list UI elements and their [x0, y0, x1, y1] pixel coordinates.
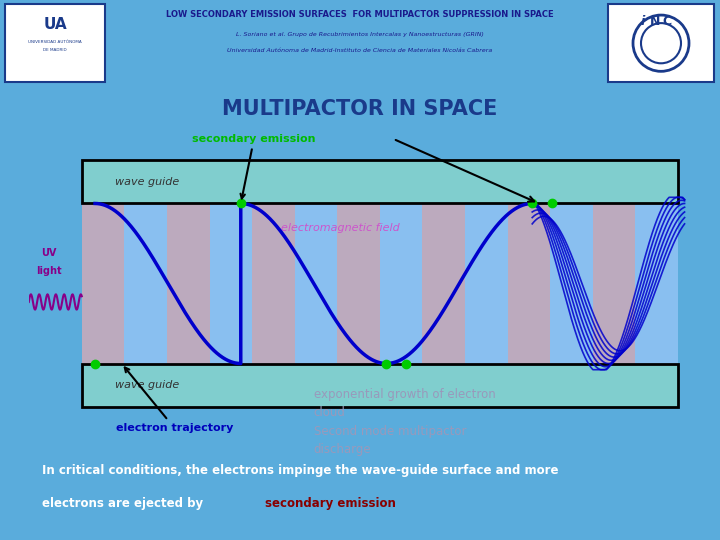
Bar [465, 204, 508, 363]
Text: N: N [650, 15, 660, 28]
Bar [635, 204, 678, 363]
Bar [294, 204, 337, 363]
Text: In critical conditions, the electrons impinge the wave-guide surface and more: In critical conditions, the electrons im… [42, 464, 559, 477]
Text: light: light [36, 266, 61, 276]
Text: LOW SECONDARY EMISSION SURFACES  FOR MULTIPACTOR SUPPRESSION IN SPACE: LOW SECONDARY EMISSION SURFACES FOR MULT… [166, 10, 554, 18]
Bar [82, 363, 678, 407]
Text: Second mode multipactor: Second mode multipactor [314, 425, 466, 438]
Text: wave guide: wave guide [115, 177, 179, 187]
Bar [550, 204, 593, 363]
Bar [167, 204, 210, 363]
Bar [82, 160, 678, 204]
Text: exponential growth of electron: exponential growth of electron [314, 388, 495, 401]
Text: wave guide: wave guide [115, 380, 179, 390]
Text: discharge: discharge [314, 443, 372, 456]
Bar [593, 204, 635, 363]
Bar [508, 204, 550, 363]
Text: secondary emission: secondary emission [265, 497, 396, 510]
Text: i: i [641, 15, 645, 28]
Bar [210, 204, 252, 363]
Bar [608, 4, 714, 83]
Bar [423, 204, 465, 363]
Text: secondary emission: secondary emission [192, 134, 316, 199]
Bar [82, 204, 125, 363]
Text: UV: UV [41, 248, 56, 258]
Text: L. Soriano et al. Grupo de Recubrimientos Intercalas y Nanoestructuras (GRIN): L. Soriano et al. Grupo de Recubrimiento… [236, 32, 484, 37]
Text: Universidad Autónoma de Madrid-Instituto de Ciencia de Materiales Nicolás Cabrer: Universidad Autónoma de Madrid-Instituto… [228, 48, 492, 53]
Text: UA: UA [43, 17, 67, 32]
Text: electron trajectory: electron trajectory [116, 368, 233, 433]
Bar [5, 4, 105, 83]
Text: MULTIPACTOR IN SPACE: MULTIPACTOR IN SPACE [222, 99, 498, 119]
Text: UNIVERSIDAD AUTÓNOMA: UNIVERSIDAD AUTÓNOMA [28, 40, 82, 44]
Text: C: C [662, 15, 672, 28]
Bar [125, 204, 167, 363]
Text: DE MADRID: DE MADRID [43, 48, 67, 52]
Text: electrons are ejected by: electrons are ejected by [42, 497, 207, 510]
Text: electromagnetic field: electromagnetic field [281, 223, 400, 233]
Bar [252, 204, 294, 363]
Bar [337, 204, 380, 363]
Bar [380, 204, 423, 363]
Text: cloud: cloud [314, 406, 346, 419]
